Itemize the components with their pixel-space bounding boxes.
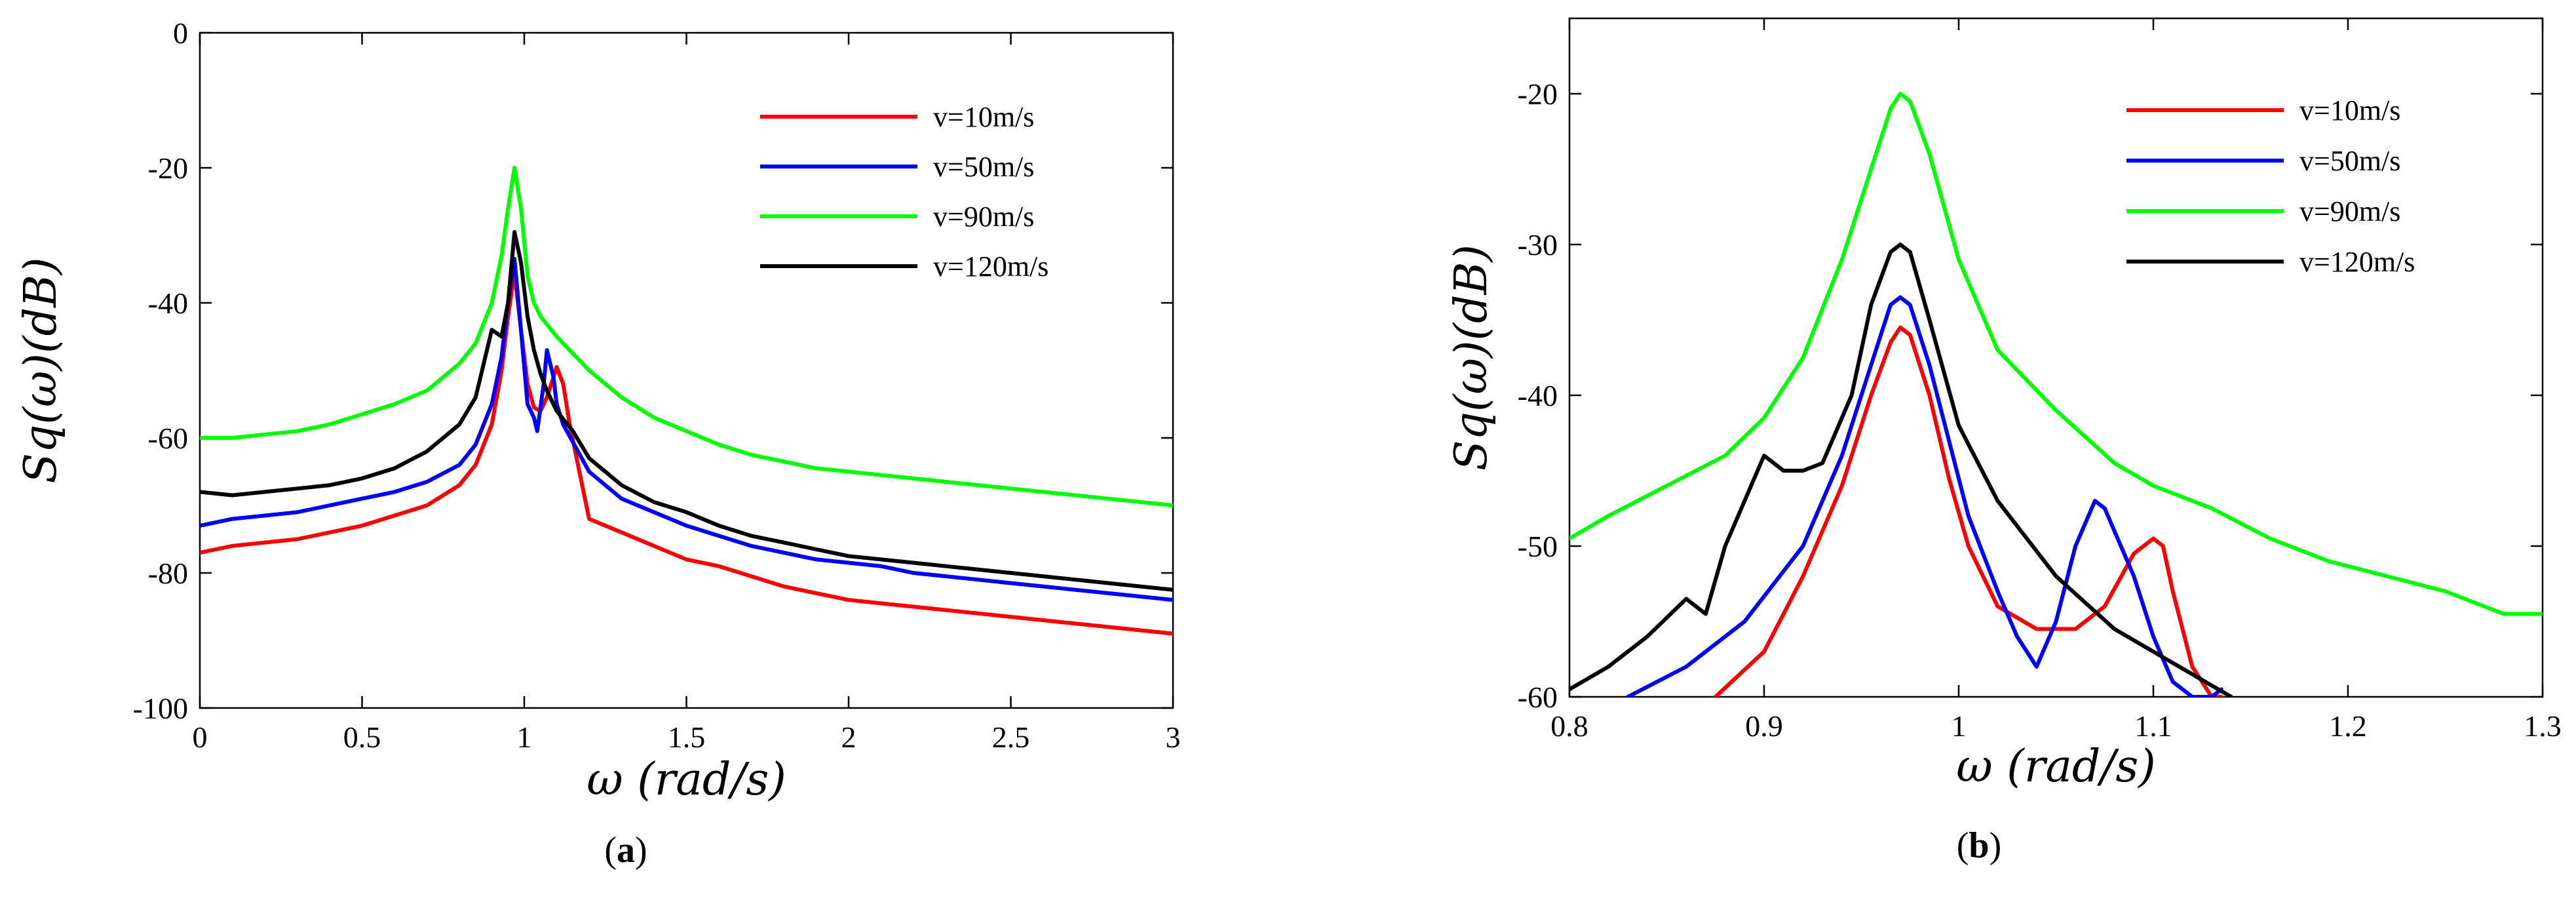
legend-label: v=120m/s: [933, 250, 1048, 283]
y-tick-label: -30: [1518, 228, 1558, 262]
x-tick-label: 3: [1166, 720, 1181, 754]
y-tick-label: -60: [148, 422, 188, 455]
series-line-1: [1713, 325, 2223, 697]
series-line-4: [1569, 243, 2233, 697]
y-axis-label: Sq(ω)(dB): [15, 257, 67, 483]
x-tick-label: 1: [1951, 709, 1967, 743]
x-tick-label: 2: [841, 720, 856, 754]
legend-label: v=10m/s: [2299, 94, 2400, 127]
y-tick-label: -100: [133, 692, 188, 725]
panel-label: (b): [1957, 825, 2001, 866]
x-tick-label: 1.2: [2329, 709, 2367, 743]
x-tick-label: 1.1: [2134, 709, 2172, 743]
y-tick-label: -20: [1518, 77, 1558, 111]
x-axis-label: ω (rad/s): [586, 754, 786, 806]
y-tick-label: -40: [148, 286, 188, 320]
legend-label: v=120m/s: [2299, 246, 2415, 278]
y-tick-label: 0: [173, 16, 188, 50]
x-tick-label: 0: [193, 720, 208, 754]
x-tick-label: 2.5: [992, 720, 1030, 754]
plot-frame: [1568, 17, 2544, 698]
x-tick-label: 1.3: [2524, 709, 2562, 743]
legend-box: [747, 85, 1153, 305]
legend-label: v=50m/s: [933, 151, 1034, 183]
x-tick-label: 0.8: [1550, 709, 1588, 743]
y-tick-label: -60: [1518, 680, 1558, 714]
series-line-1: [200, 270, 1173, 636]
series-line-2: [200, 257, 1173, 602]
series-line-4: [200, 229, 1173, 592]
x-tick-label: 1: [517, 720, 532, 754]
panel-label: (a): [604, 830, 647, 871]
x-tick-label: 1.5: [668, 720, 706, 754]
legend-label: v=90m/s: [933, 201, 1034, 233]
legend-label: v=50m/s: [2299, 145, 2400, 177]
series-line-2: [1626, 295, 2223, 697]
y-tick-label: -50: [1518, 530, 1558, 563]
legend-label: v=90m/s: [2299, 195, 2400, 227]
chart-panel-b: 0.8 0.9 1 1.1 1.2 1.3 -60 -50 -40 -30 -20 v=10m/s v=…: [1446, 17, 2562, 866]
chart-panel-a: 0 0.5 1 1.5 2 2.5 3 -100 -80 -60 -40 -20 0 v=10m/s v=5…: [15, 16, 1181, 871]
x-tick-label: 0.9: [1745, 709, 1783, 743]
x-tick-label: 0.5: [343, 720, 381, 754]
y-tick-label: -40: [1518, 379, 1558, 412]
y-tick-label: -80: [148, 557, 188, 590]
y-tick-label: -20: [148, 151, 188, 185]
legend-label: v=10m/s: [933, 101, 1034, 133]
x-axis-label: ω (rad/s): [1956, 741, 2156, 793]
series-line-3: [200, 166, 1173, 507]
series-line-3: [1569, 92, 2543, 616]
y-axis-label: Sq(ω)(dB): [1446, 245, 1497, 471]
